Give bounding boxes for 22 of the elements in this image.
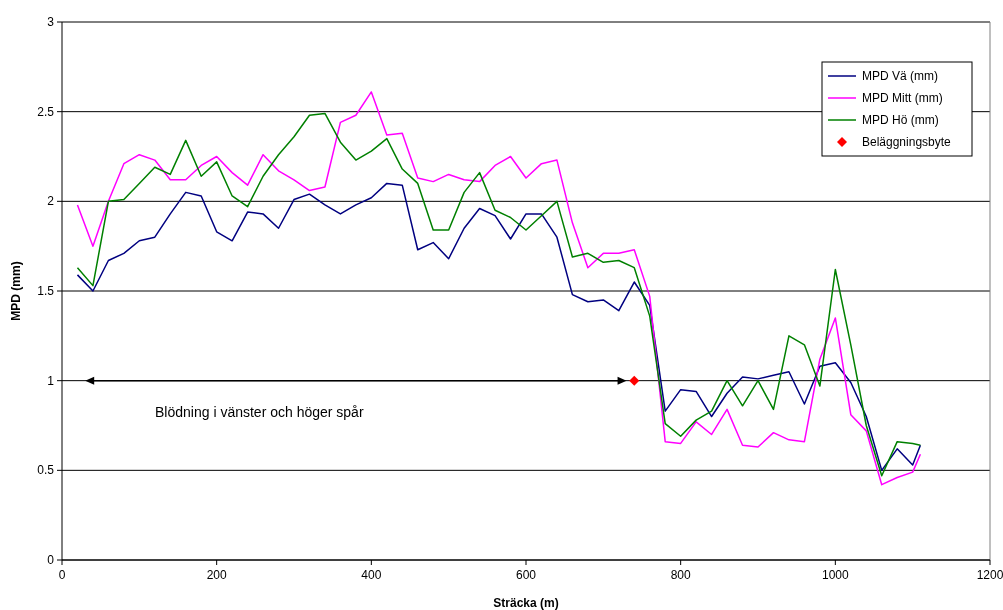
- x-tick-label: 0: [58, 568, 66, 582]
- line-series: [76, 182, 922, 472]
- x-axis-title: Sträcka (m): [493, 596, 559, 610]
- x-tick-label: 600: [515, 568, 537, 582]
- legend-label: Beläggningsbyte: [862, 135, 952, 149]
- y-tick-label: 1.5: [37, 284, 55, 298]
- x-tick-label: 800: [670, 568, 691, 582]
- x-tick-label: 1200: [976, 568, 1003, 582]
- legend-label: MPD Hö (mm): [862, 113, 939, 127]
- y-tick-label: 0.5: [37, 463, 55, 478]
- legend-label: MPD Mitt (mm): [862, 91, 943, 105]
- annotation: Blödning i vänster och höger spår: [155, 404, 364, 420]
- x-tick-label: 200: [206, 568, 227, 582]
- y-tick-label: 2: [47, 194, 55, 209]
- y-tick-label: 1: [47, 373, 55, 388]
- x-tick-label: 400: [361, 568, 382, 582]
- y-axis-title: MPD (mm): [9, 261, 23, 321]
- y-tick-label: 0: [47, 553, 55, 567]
- y-tick-label: 2.5: [37, 104, 55, 119]
- legend-label: MPD Vä (mm): [862, 69, 938, 83]
- y-tick-label: 3: [47, 15, 55, 29]
- x-tick-label: 1000: [821, 568, 849, 582]
